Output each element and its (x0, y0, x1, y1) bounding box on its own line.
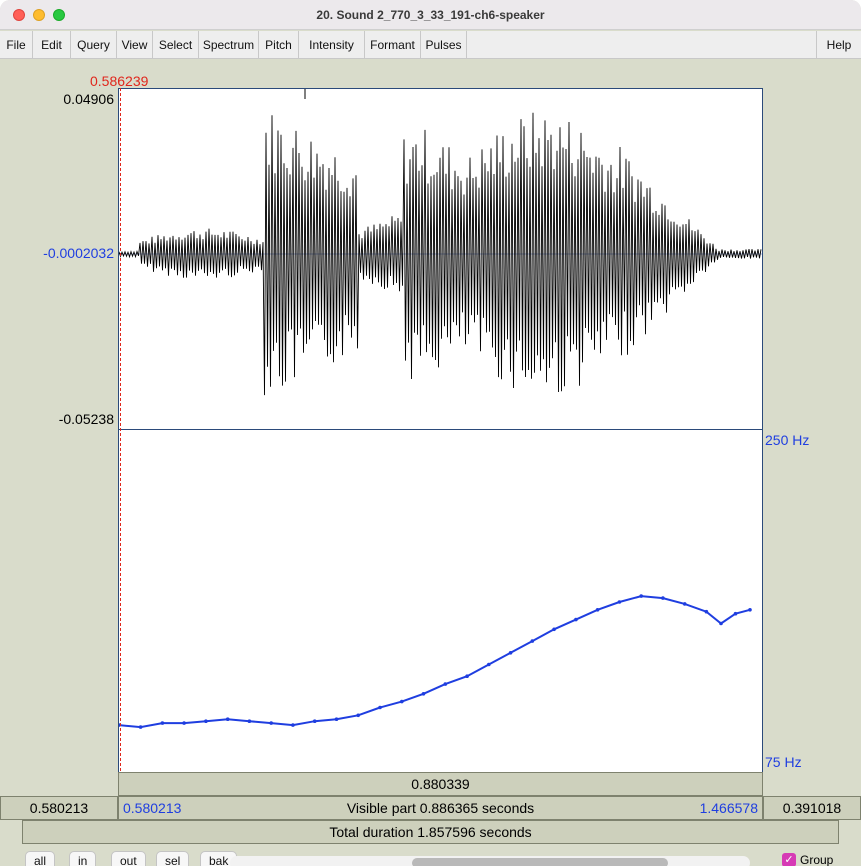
pitch-svg (119, 594, 752, 729)
pitch-point (443, 682, 448, 686)
zoom-window-button[interactable] (53, 9, 65, 21)
pitch-point (704, 609, 709, 614)
pitch-point (748, 608, 752, 612)
menu-select[interactable]: Select (153, 31, 199, 59)
time-scrollbar[interactable] (230, 856, 750, 866)
waveform-zero-label: -0.0002032 (43, 245, 114, 261)
pitch-contour-line (119, 595, 751, 729)
close-window-button[interactable] (13, 9, 25, 21)
pitch-point (421, 692, 426, 696)
pitch-point (719, 621, 723, 626)
pitch-point (530, 639, 535, 643)
title-bar: 20. Sound 2_770_3_33_191-ch6-speaker (0, 0, 861, 30)
menu-formant[interactable]: Formant (365, 31, 421, 59)
menu-view[interactable]: View (117, 31, 153, 59)
pitch-point (160, 721, 165, 725)
pitch-point (225, 717, 230, 721)
menu-query[interactable]: Query (71, 31, 117, 59)
zoom-all-button[interactable]: all (25, 851, 56, 866)
waveform-svg (119, 89, 762, 396)
pitch-point (400, 699, 404, 704)
pitch-point (465, 674, 469, 678)
window-title: 20. Sound 2_770_3_33_191-ch6-speaker (316, 8, 545, 22)
menu-file[interactable]: File (0, 31, 33, 59)
pitch-top-label: 250 Hz (765, 432, 810, 448)
zoom-out-button[interactable]: out (111, 851, 146, 866)
pitch-point (312, 719, 317, 723)
right-outside-bar[interactable]: 0.391018 (763, 796, 861, 820)
pitch-point (617, 600, 622, 604)
waveform-min-label: -0.05238 (58, 411, 114, 427)
pitch-point (639, 594, 643, 598)
minimize-window-button[interactable] (33, 9, 45, 21)
pitch-point (269, 721, 273, 725)
pitch-point (508, 651, 513, 655)
pitch-point (247, 719, 252, 723)
scrollbar-thumb[interactable] (412, 858, 668, 866)
visible-end-label: 1.466578 (699, 800, 758, 816)
pitch-point (334, 717, 339, 721)
zoom-selection-button[interactable]: sel (156, 851, 190, 866)
pitch-point (682, 602, 687, 606)
menu-pulses[interactable]: Pulses (421, 31, 467, 59)
pitch-point (595, 608, 600, 612)
group-checkbox[interactable]: ✓ (782, 853, 796, 866)
pitch-point (552, 627, 556, 632)
pitch-point (487, 662, 491, 667)
pitch-panel[interactable] (118, 430, 763, 772)
visible-part-label: Visible part 0.886365 seconds (346, 800, 535, 816)
total-duration-bar[interactable]: Total duration 1.857596 seconds (22, 820, 839, 844)
menu-bar: File Edit Query View Select Spectrum Pit… (0, 31, 861, 59)
menu-intensity[interactable]: Intensity (299, 31, 365, 59)
pitch-point (661, 596, 665, 600)
cursor-time-label: 0.586239 (90, 73, 149, 89)
pitch-point (182, 721, 186, 725)
menu-spectrum[interactable]: Spectrum (199, 31, 259, 59)
pitch-point (204, 719, 208, 723)
cursor-time-bar[interactable]: 0.880339 (118, 772, 763, 796)
pitch-point (291, 723, 295, 727)
pitch-point (574, 617, 578, 622)
menu-pitch[interactable]: Pitch (259, 31, 299, 59)
pitch-point (138, 725, 143, 729)
menu-edit[interactable]: Edit (33, 31, 71, 59)
waveform-max-label: 0.04906 (63, 91, 114, 107)
pitch-point (733, 611, 738, 616)
waveform-panel[interactable] (118, 88, 763, 430)
left-outside-bar[interactable]: 0.580213 (0, 796, 118, 820)
visible-part-bar[interactable]: 0.580213 Visible part 0.886365 seconds 1… (118, 796, 763, 820)
pitch-point (356, 713, 360, 718)
pitch-bottom-label: 75 Hz (765, 754, 802, 770)
group-label: Group (800, 853, 834, 866)
menu-help[interactable]: Help (816, 31, 861, 59)
visible-start-label: 0.580213 (123, 800, 182, 816)
waveform-trace (119, 112, 762, 396)
cursor-line (120, 88, 121, 796)
pitch-point (378, 705, 382, 710)
zoom-in-button[interactable]: in (69, 851, 97, 866)
